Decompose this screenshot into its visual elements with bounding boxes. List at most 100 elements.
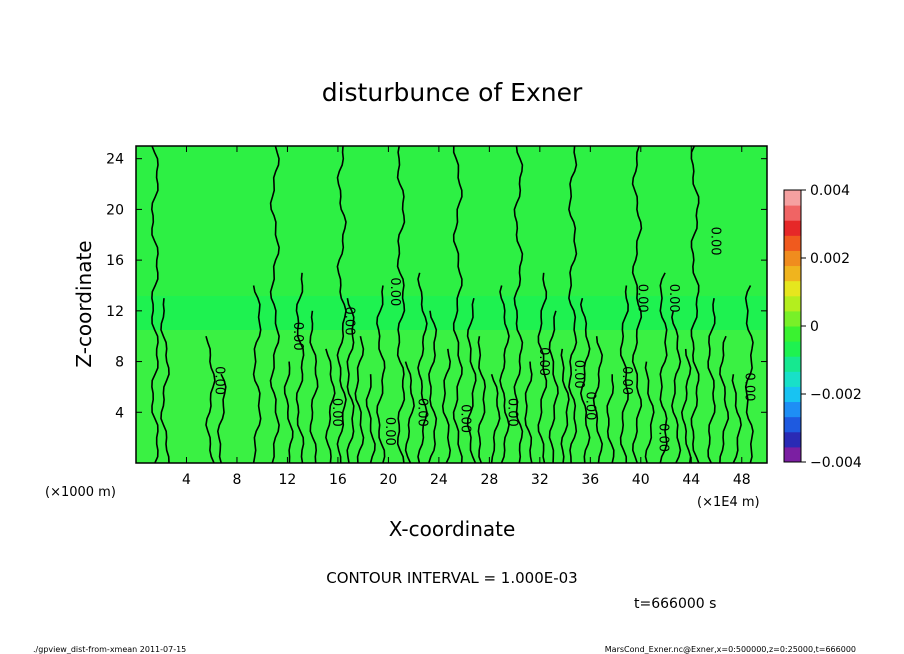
contour-label: 0.00 xyxy=(415,398,430,427)
contour-line xyxy=(295,272,305,463)
contour-label: 0.00 xyxy=(458,404,473,433)
contour-label: 0.00 xyxy=(571,360,586,389)
lower-band-fill xyxy=(136,330,767,463)
contour-lines xyxy=(150,146,754,463)
contour-line xyxy=(441,348,452,463)
x-tick-label: 36 xyxy=(581,472,599,488)
x-tick-label: 44 xyxy=(682,472,700,488)
colorbar-swatch xyxy=(784,235,801,251)
colorbar-swatch xyxy=(784,446,801,463)
colorbar-ticks: 0.004 0.002 0 −0.002 −0.004 xyxy=(801,183,862,471)
contour-line xyxy=(404,361,415,463)
plot-frame xyxy=(135,145,768,464)
contour-line xyxy=(524,361,533,463)
x-tick-label: 24 xyxy=(430,472,448,488)
upper-band-fill xyxy=(136,146,767,296)
x-axis: 4 8 12 16 20 24 28 32 36 40 44 48 xyxy=(182,146,751,488)
contour-line xyxy=(592,336,604,463)
contour-line xyxy=(719,335,730,463)
contour-label: 0.00 xyxy=(382,417,397,446)
contour-line xyxy=(579,298,591,463)
x-unit-label: (×1000 m) xyxy=(45,485,116,500)
contour-line xyxy=(671,310,682,463)
contour-line xyxy=(707,298,716,463)
contour-line xyxy=(466,298,477,463)
contour-line xyxy=(354,336,365,463)
contour-label: 0.00 xyxy=(656,423,671,452)
contour-line xyxy=(269,146,280,463)
contour-line xyxy=(376,285,386,463)
contour-line xyxy=(690,146,700,463)
colorbar-swatch xyxy=(784,190,801,206)
contour-line xyxy=(346,298,355,463)
contour-label: 0.00 xyxy=(329,398,344,427)
y-tick-label: 20 xyxy=(106,202,124,218)
contour-label: 0.00 xyxy=(387,277,402,306)
contour-line xyxy=(160,298,170,463)
x-tick-label: 32 xyxy=(531,472,549,488)
colorbar: 0.004 0.002 0 −0.002 −0.004 xyxy=(783,183,862,471)
x-tick-label: 48 xyxy=(733,472,751,488)
x-scale-label: (×1E4 m) xyxy=(697,495,760,510)
contour-line xyxy=(744,285,754,463)
contour-label: 0.00 xyxy=(583,391,598,420)
colorbar-swatch xyxy=(784,416,801,433)
colorbar-swatch xyxy=(784,356,801,372)
plot-area: 0.00 0.00 0.00 0.00 0.00 0.00 0.00 0.00 0.00 0.00… xyxy=(135,145,768,464)
contour-line xyxy=(477,336,487,463)
colorbar-tick-label: −0.004 xyxy=(810,455,862,471)
contour-line xyxy=(309,310,319,463)
contour-label: 0.00 xyxy=(342,307,357,336)
footer-right: MarsCond_Exner.nc@Exner,x=0:500000,z=0:2… xyxy=(605,645,856,654)
contour-line xyxy=(548,310,559,463)
contour-line xyxy=(252,285,262,463)
contour-label: 0.00 xyxy=(634,284,649,313)
y-axis-label: Z-coordinate xyxy=(72,240,96,367)
contour-label: 0.00 xyxy=(619,366,634,395)
x-tick-label: 40 xyxy=(632,472,650,488)
contour-label: 0.00 xyxy=(290,322,305,351)
colorbar-swatch xyxy=(784,205,801,221)
x-tick-label: 28 xyxy=(480,472,498,488)
time-label: t=666000 s xyxy=(634,596,716,612)
contour-interval-label: CONTOUR INTERVAL = 1.000E-03 xyxy=(326,569,577,587)
colorbar-swatch xyxy=(784,386,801,403)
contour-line xyxy=(680,348,692,463)
colorbar-swatch xyxy=(784,220,801,236)
y-tick-label: 16 xyxy=(106,253,124,269)
contour-line xyxy=(644,361,655,463)
footer-left: ./gpview_dist-from-xmean 2011-07-15 xyxy=(33,645,186,654)
contour-line xyxy=(568,146,578,463)
colorbar-swatch xyxy=(784,265,801,282)
contour-labels: 0.00 0.00 0.00 0.00 0.00 0.00 0.00 0.00 0.00 0.00… xyxy=(212,227,757,452)
contour-label: 0.00 xyxy=(742,372,757,401)
contour-label: 0.00 xyxy=(708,227,723,256)
contour-line xyxy=(365,374,376,463)
colorbar-swatches xyxy=(784,190,801,463)
colorbar-swatch xyxy=(784,310,801,327)
contour-line xyxy=(619,285,629,463)
contour-line xyxy=(283,361,294,463)
contour-line xyxy=(216,373,227,463)
contour-label: 0.00 xyxy=(666,284,681,313)
contour-line xyxy=(731,374,742,463)
contour-line xyxy=(513,146,524,463)
colorbar-swatch xyxy=(784,371,801,387)
contour-line xyxy=(336,146,347,463)
y-tick-label: 12 xyxy=(106,304,124,320)
y-tick-label: 24 xyxy=(106,152,124,168)
x-tick-label: 4 xyxy=(182,472,191,488)
contour-line xyxy=(205,335,216,463)
colorbar-tick-label: 0.004 xyxy=(810,183,850,199)
contour-line xyxy=(396,146,406,463)
contour-line xyxy=(631,146,643,463)
contour-line xyxy=(659,272,668,463)
contour-line xyxy=(452,146,463,463)
contour-line xyxy=(537,272,548,463)
contour-line xyxy=(560,348,570,463)
contour-label: 0.00 xyxy=(504,398,519,427)
x-axis-label: X-coordinate xyxy=(389,517,516,541)
field-layer xyxy=(136,146,767,463)
contour-label: 0.00 xyxy=(212,366,227,395)
